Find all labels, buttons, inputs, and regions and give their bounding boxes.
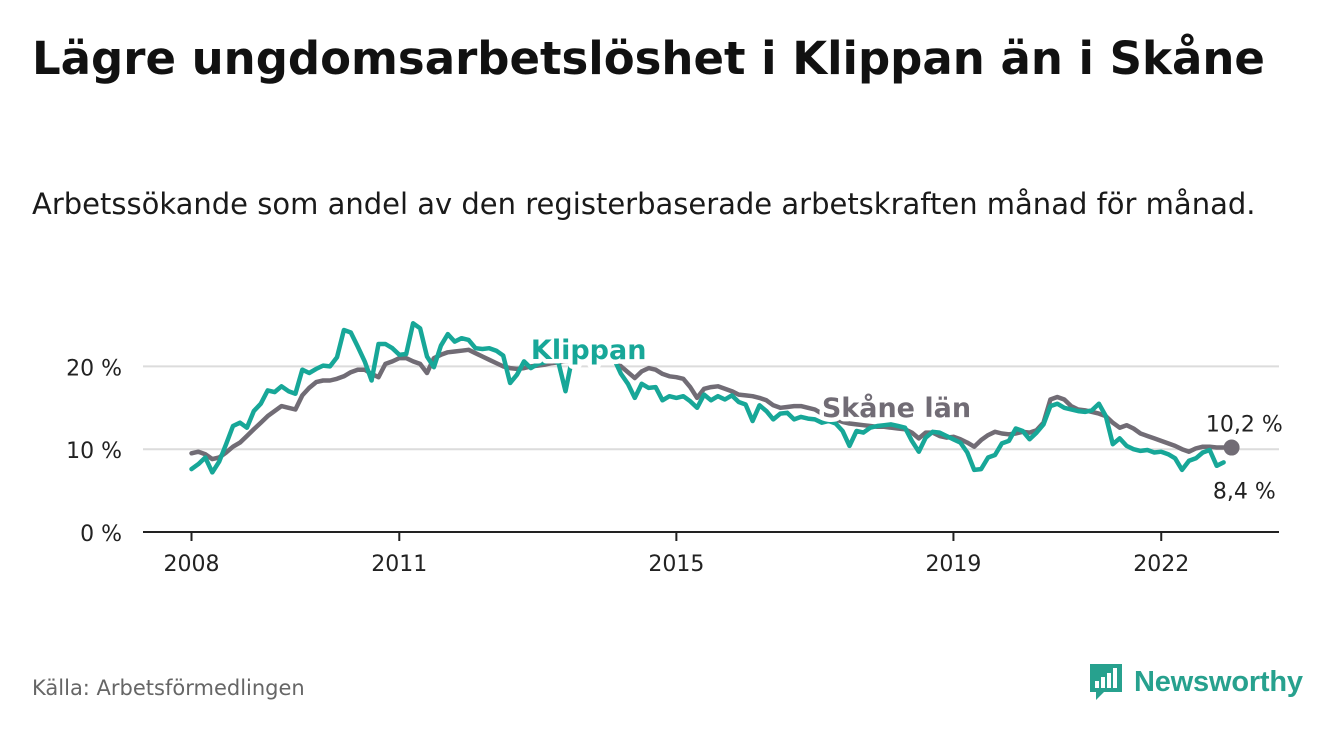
series-line-klippan: [189, 321, 1226, 475]
y-tick-label: 0 %: [80, 522, 122, 547]
source-note: Källa: Arbetsförmedlingen: [32, 676, 305, 700]
x-tick-label: 2022: [1133, 552, 1189, 577]
end-label-klippan: 8,4 %: [1213, 479, 1276, 504]
chart-title: Lägre ungdomsarbetslöshet i Klippan än i…: [32, 32, 1265, 85]
line-chart: 0 % 10 % 20 % 2008 2011 2015 2019 2022 Klippan S…: [66, 321, 1283, 577]
x-tick-label: 2008: [163, 552, 219, 577]
newsworthy-logo[interactable]: Newsworthy: [1088, 660, 1303, 704]
x-tick-label: 2011: [371, 552, 427, 577]
axis-layer: 0 % 10 % 20 % 2008 2011 2015 2019 2022: [66, 356, 1279, 577]
series-layer: [189, 321, 1240, 475]
end-label-skane: 10,2 %: [1206, 413, 1283, 438]
series-label-skane: Skåne län: [822, 392, 971, 424]
brand-name: Newsworthy: [1134, 665, 1303, 698]
chart-subtitle: Arbetssökande som andel av den registerb…: [32, 187, 1256, 221]
y-tick-label: 10 %: [66, 439, 122, 464]
label-layer: Klippan Skåne län 10,2 % 8,4 %: [526, 330, 1283, 504]
grid-layer: [143, 365, 1279, 451]
x-tick-label: 2015: [648, 552, 704, 577]
series-label-klippan: Klippan: [531, 335, 647, 366]
series-line-skane: [189, 347, 1226, 462]
skane-end-marker: [1223, 439, 1240, 456]
x-tick-label: 2019: [925, 552, 981, 577]
newsworthy-chat-icon: [1090, 664, 1122, 700]
y-tick-label: 20 %: [66, 356, 122, 381]
